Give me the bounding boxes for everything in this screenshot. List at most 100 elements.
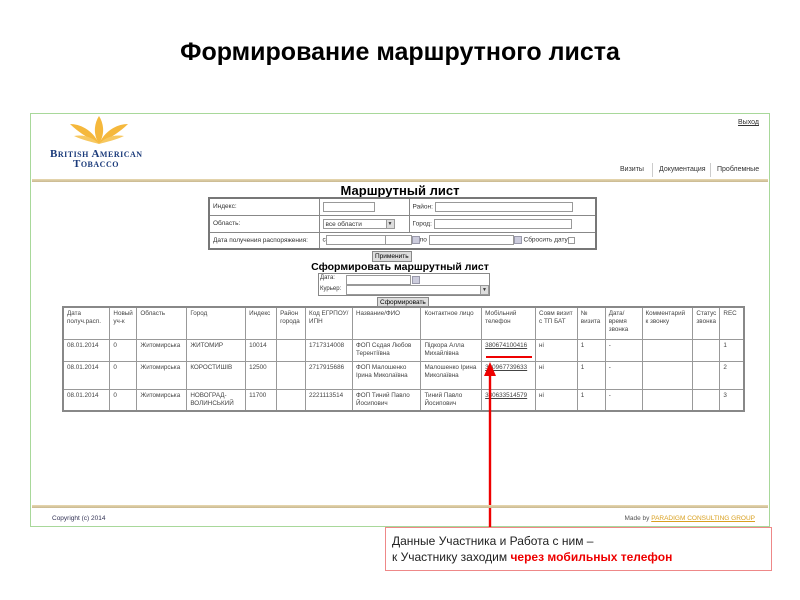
table-cell: 1717314008 xyxy=(305,338,353,362)
table-cell: 1 xyxy=(576,338,606,362)
chevron-down-icon: ▼ xyxy=(480,286,488,294)
table-cell: 10014 xyxy=(245,338,278,362)
index-label: Индекс: xyxy=(208,197,320,216)
column-header: Мобільний телефон xyxy=(481,306,537,340)
table-cell: Малошенко Ірина Миколаївна xyxy=(420,360,483,390)
calendar-icon[interactable] xyxy=(411,236,420,245)
calendar-icon[interactable] xyxy=(412,276,420,284)
column-header: Индекс xyxy=(245,306,278,340)
mobile-phone-link[interactable]: 380967739633 xyxy=(485,363,528,371)
made-by: Made by xyxy=(624,515,650,522)
table-row: 08.01.2014 0 Житомирська КОРОСТИШІВ 12500 271… xyxy=(62,360,745,390)
mobile-phone-link[interactable]: 380674100416 xyxy=(485,341,528,349)
company-link[interactable]: PARADIGM CONSULTING GROUP xyxy=(651,515,755,522)
table-cell: - xyxy=(604,360,643,390)
apply-button[interactable]: Применить xyxy=(372,251,412,262)
table-cell xyxy=(692,338,721,362)
table-cell: ФОП Малошенко Ірина Миколаївна xyxy=(351,360,422,390)
table-cell: ні xyxy=(535,388,578,412)
table-cell xyxy=(692,360,721,390)
column-header: Название/ФИО xyxy=(351,306,422,340)
table-cell: Житомирська xyxy=(136,360,188,390)
app-window xyxy=(30,113,770,527)
nav-problem[interactable]: Проблемные xyxy=(710,163,765,177)
table-cell: ні xyxy=(535,338,578,362)
mobile-phone-link[interactable]: 380633514579 xyxy=(485,391,528,399)
table-cell: 12500 xyxy=(245,360,278,390)
table-cell: Тиний Павло Йосипович xyxy=(420,388,483,412)
table-cell: - xyxy=(604,338,643,362)
column-header: № визита xyxy=(576,306,606,340)
district-label: Район: xyxy=(412,203,433,211)
table-cell: 08.01.2014 xyxy=(62,388,111,412)
column-header: Совм визит с ТП БАТ xyxy=(535,306,578,340)
table-cell: ні xyxy=(535,360,578,390)
city-input[interactable] xyxy=(433,218,572,229)
region-select[interactable]: все области ▼ xyxy=(322,218,395,229)
column-header: Район города xyxy=(276,306,307,340)
nav-documentation[interactable]: Документация xyxy=(652,163,712,177)
route-table: Дата получ.расп. Новый уч-к Область Город Ин… xyxy=(62,306,745,412)
table-cell: 1 xyxy=(576,388,606,412)
table-cell: 08.01.2014 xyxy=(62,360,111,390)
table-row: 08.01.2014 0 Житомирська НОВОГРАД-ВОЛИНСЬКИ… xyxy=(62,388,745,412)
city-label: Город: xyxy=(412,220,432,228)
chevron-down-icon: ▼ xyxy=(385,219,394,228)
nav-visits[interactable]: Визиты xyxy=(620,166,644,173)
footer-divider xyxy=(32,505,768,508)
filter-table: Индекс: Район: Область: все области ▼ Гор… xyxy=(208,197,597,250)
table-cell: ФОП Сєдая Любов Терентіївна xyxy=(351,338,422,362)
logo-text-2: Tobacco xyxy=(73,158,119,170)
column-header: REC xyxy=(719,306,745,340)
table-cell: 08.01.2014 xyxy=(62,338,111,362)
logo-text: British American xyxy=(50,148,143,160)
column-header: Статус звонка xyxy=(692,306,721,340)
form-date-input[interactable] xyxy=(346,275,411,285)
column-header: Область xyxy=(136,306,188,340)
annotation-underline xyxy=(486,356,532,358)
column-header: Дата получ.расп. xyxy=(62,306,111,340)
column-header: Город xyxy=(186,306,247,340)
calendar-icon[interactable] xyxy=(513,236,522,245)
filter-title: Маршрутный лист xyxy=(340,183,460,198)
date-label: Дата получения распоряжения: xyxy=(208,231,320,250)
table-cell: - xyxy=(604,388,643,412)
table-cell xyxy=(692,388,721,412)
logout-link[interactable]: Выход xyxy=(738,119,759,126)
table-cell xyxy=(276,388,307,412)
column-header: Код ЕГРПОУ/ ИПН xyxy=(305,306,353,340)
table-cell xyxy=(641,360,694,390)
slide-title: Формирование маршрутного листа xyxy=(180,38,620,66)
table-cell: ФОП Тиний Павло Йосипович xyxy=(351,388,422,412)
table-cell: Житомирська xyxy=(136,388,188,412)
table-cell: 2221113514 xyxy=(305,388,353,412)
bat-logo-leaf-icon xyxy=(70,116,128,144)
copyright: Copyright (c) 2014 xyxy=(52,515,106,522)
table-cell: Житомирська xyxy=(136,338,188,362)
index-input[interactable] xyxy=(322,201,375,212)
column-header: Новый уч-к xyxy=(109,306,138,340)
header-divider xyxy=(32,179,768,182)
table-cell xyxy=(641,388,694,412)
date-to-input[interactable] xyxy=(428,235,514,246)
table-cell: НОВОГРАД-ВОЛИНСЬКИЙ xyxy=(186,388,247,412)
table-cell: 2 xyxy=(719,360,745,390)
table-cell: КОРОСТИШІВ xyxy=(186,360,247,390)
table-cell: 0 xyxy=(109,388,138,412)
form-title: Сформировать маршрутный лист xyxy=(311,261,489,273)
reset-date-checkbox[interactable] xyxy=(567,236,575,244)
table-cell: 2717915686 xyxy=(305,360,353,390)
courier-select[interactable]: ▼ xyxy=(346,285,489,295)
date-from-input[interactable] xyxy=(325,235,386,246)
table-cell xyxy=(641,338,694,362)
table-cell: 1 xyxy=(576,360,606,390)
district-input[interactable] xyxy=(434,201,573,212)
table-cell: 0 xyxy=(109,360,138,390)
table-row: 08.01.2014 0 Житомирська ЖИТОМИР 10014 171731… xyxy=(62,338,745,362)
table-cell: 380633514579 xyxy=(481,388,537,412)
column-header: Дата/ время звонка xyxy=(604,306,643,340)
generate-form: Дата: Курьер: ▼ xyxy=(318,273,490,296)
table-cell: Підкора Алла Михайлівна xyxy=(420,338,483,362)
table-cell: 11700 xyxy=(245,388,278,412)
table-cell: 0 xyxy=(109,338,138,362)
